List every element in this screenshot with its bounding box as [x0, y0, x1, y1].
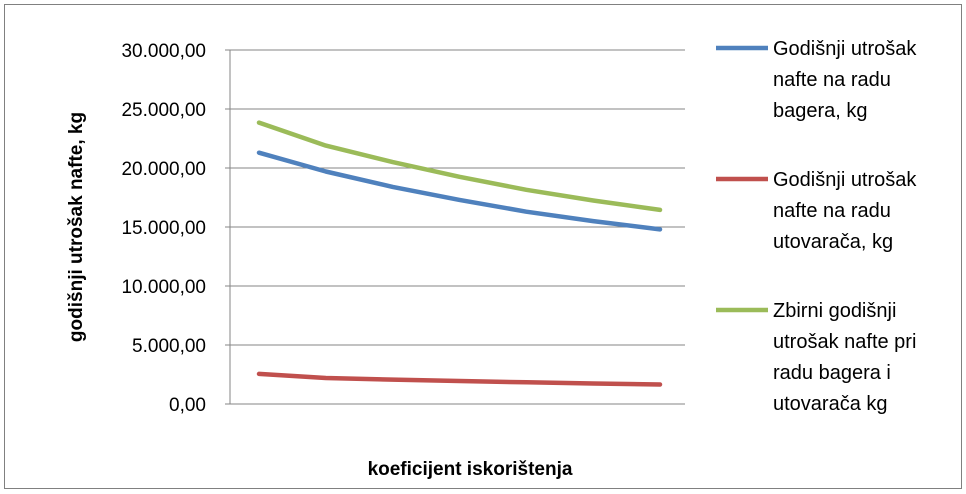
y-tick-label: 0,00 — [169, 395, 206, 416]
legend-label-1-line-2: utovarača, kg — [773, 231, 893, 253]
y-axis-title: godišnji utrošak nafte, kg — [66, 112, 87, 342]
legend-label-2-line-1: utrošak nafte pri — [773, 331, 916, 353]
y-tick-labels: 0,00 5.000,00 10.000,00 15.000,00 20.000,00 2… — [121, 41, 206, 416]
legend-label-0-line-0: Godišnji utrošak — [773, 38, 917, 60]
series-line-0 — [256, 150, 663, 232]
legend-label-2-line-2: radu bagera i — [773, 362, 891, 384]
axes — [225, 49, 231, 405]
x-axis-title: koeficijent iskorištenja — [368, 459, 573, 480]
y-tick-label: 25.000,00 — [121, 100, 206, 121]
y-tick-label: 20.000,00 — [121, 159, 206, 180]
y-tick-label: 15.000,00 — [121, 218, 206, 239]
legend-label-0-line-2: bagera, kg — [773, 100, 868, 122]
legend-label-2-line-0: Zbirni godišnji — [773, 300, 896, 322]
chart-border — [4, 4, 962, 489]
legend: Godišnji utrošak nafte na radu bagera, kg G… — [716, 38, 917, 415]
legend-label-1-line-0: Godišnji utrošak — [773, 169, 917, 191]
legend-label-1-line-1: nafte na radu — [773, 200, 891, 222]
series-line-1 — [256, 371, 663, 387]
y-tick-label: 30.000,00 — [121, 41, 206, 62]
series-line-2 — [256, 120, 663, 213]
series-lines — [256, 120, 663, 387]
legend-label-2-line-3: utovarača kg — [773, 393, 888, 415]
y-tick-label: 5.000,00 — [132, 336, 206, 357]
legend-label-0-line-1: nafte na radu — [773, 69, 891, 91]
y-tick-label: 10.000,00 — [121, 277, 206, 298]
